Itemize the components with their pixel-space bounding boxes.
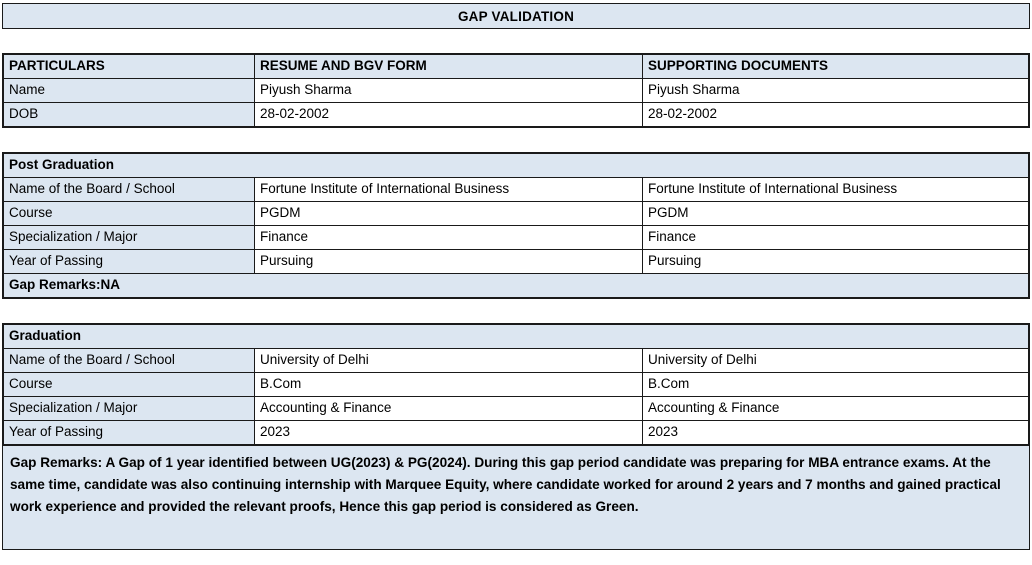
cell-specialization-resume: Finance xyxy=(254,225,643,250)
gap-remarks-post-graduation: Gap Remarks:NA xyxy=(3,273,1029,298)
table-header-row: PARTICULARS RESUME AND BGV FORM SUPPORTI… xyxy=(3,54,1029,79)
document-title-bar: GAP VALIDATION xyxy=(2,3,1030,29)
graduation-block: Graduation Name of the Board / School Un… xyxy=(2,323,1030,446)
column-header-resume-bgv: RESUME AND BGV FORM xyxy=(254,54,643,79)
row-label-year-of-passing: Year of Passing xyxy=(3,420,255,445)
spacer-after-title xyxy=(0,29,1032,53)
table-row: Course PGDM PGDM xyxy=(3,201,1029,226)
table-row: Specialization / Major Accounting & Fina… xyxy=(3,396,1029,421)
row-label-name: Name xyxy=(3,78,255,103)
page-title: GAP VALIDATION xyxy=(457,8,575,24)
row-label-course: Course xyxy=(3,372,255,397)
cell-board-school-supporting: University of Delhi xyxy=(642,348,1029,373)
section-header-row: Graduation xyxy=(3,324,1029,349)
gap-validation-document: GAP VALIDATION PARTICULARS RESUME AND BG… xyxy=(0,3,1032,565)
row-label-specialization: Specialization / Major xyxy=(3,225,255,250)
cell-specialization-supporting: Accounting & Finance xyxy=(642,396,1029,421)
column-header-particulars: PARTICULARS xyxy=(3,54,255,79)
cell-specialization-supporting: Finance xyxy=(642,225,1029,250)
post-graduation-table: Post Graduation Name of the Board / Scho… xyxy=(3,153,1029,298)
cell-course-resume: B.Com xyxy=(254,372,643,397)
cell-board-school-supporting: Fortune Institute of International Busin… xyxy=(642,177,1029,202)
cell-specialization-resume: Accounting & Finance xyxy=(254,396,643,421)
graduation-table: Graduation Name of the Board / School Un… xyxy=(3,324,1029,445)
cell-dob-supporting: 28-02-2002 xyxy=(642,102,1029,127)
cell-board-school-resume: University of Delhi xyxy=(254,348,643,373)
row-label-dob: DOB xyxy=(3,102,255,127)
row-label-specialization: Specialization / Major xyxy=(3,396,255,421)
cell-year-of-passing-supporting: 2023 xyxy=(642,420,1029,445)
table-row: DOB 28-02-2002 28-02-2002 xyxy=(3,102,1029,127)
cell-course-supporting: PGDM xyxy=(642,201,1029,226)
cell-year-of-passing-resume: 2023 xyxy=(254,420,643,445)
cell-course-resume: PGDM xyxy=(254,201,643,226)
gap-remarks-row: Gap Remarks:NA xyxy=(3,273,1029,298)
table-row: Name of the Board / School University of… xyxy=(3,348,1029,373)
cell-year-of-passing-resume: Pursuing xyxy=(254,249,643,274)
cell-dob-resume: 28-02-2002 xyxy=(254,102,643,127)
table-row: Name Piyush Sharma Piyush Sharma xyxy=(3,78,1029,103)
section-title-graduation: Graduation xyxy=(3,324,1029,349)
table-row: Year of Passing Pursuing Pursuing xyxy=(3,249,1029,274)
gap-remarks-graduation: Gap Remarks: A Gap of 1 year identified … xyxy=(2,446,1030,550)
table-row: Name of the Board / School Fortune Insti… xyxy=(3,177,1029,202)
identity-table-block: PARTICULARS RESUME AND BGV FORM SUPPORTI… xyxy=(2,53,1030,128)
column-header-supporting-documents: SUPPORTING DOCUMENTS xyxy=(642,54,1029,79)
spacer-after-post-graduation xyxy=(0,299,1032,323)
cell-year-of-passing-supporting: Pursuing xyxy=(642,249,1029,274)
table-row: Year of Passing 2023 2023 xyxy=(3,420,1029,445)
cell-name-resume: Piyush Sharma xyxy=(254,78,643,103)
row-label-board-school: Name of the Board / School xyxy=(3,348,255,373)
cell-board-school-resume: Fortune Institute of International Busin… xyxy=(254,177,643,202)
section-header-row: Post Graduation xyxy=(3,153,1029,178)
section-title-post-graduation: Post Graduation xyxy=(3,153,1029,178)
row-label-course: Course xyxy=(3,201,255,226)
table-row: Course B.Com B.Com xyxy=(3,372,1029,397)
row-label-year-of-passing: Year of Passing xyxy=(3,249,255,274)
row-label-board-school: Name of the Board / School xyxy=(3,177,255,202)
cell-name-supporting: Piyush Sharma xyxy=(642,78,1029,103)
post-graduation-block: Post Graduation Name of the Board / Scho… xyxy=(2,152,1030,299)
spacer-after-identity-table xyxy=(0,128,1032,152)
identity-table: PARTICULARS RESUME AND BGV FORM SUPPORTI… xyxy=(3,54,1029,127)
table-row: Specialization / Major Finance Finance xyxy=(3,225,1029,250)
cell-course-supporting: B.Com xyxy=(642,372,1029,397)
